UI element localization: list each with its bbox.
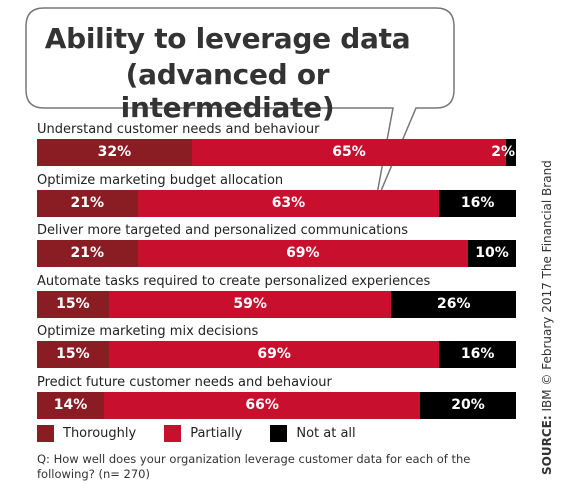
stacked-bar: 21% 63% 16% [37,189,516,217]
source-text: IBM © February 2017 The Financial Brand [540,160,554,416]
data-label: 59% [233,295,267,312]
legend: Thoroughly Partially Not at all [37,425,384,442]
bar-segment-partially: 59% [108,290,392,318]
stacked-bar: 15% 69% 16% [37,341,516,368]
bar-segment-thoroughly: 15% [37,341,109,368]
data-label: 69% [257,346,291,362]
data-label: 26% [436,295,471,312]
category-label: Understand customer needs and behaviour [37,122,320,137]
data-label: 16% [460,346,495,362]
chart-title-line-1: Ability to leverage data [44,22,411,55]
stacked-bar: 21% 69% 10% [37,240,516,267]
chart-title-line-2: (advanced or intermediate) [120,58,335,124]
source-credit: SOURCE: IBM © February 2017 The Financia… [540,160,554,475]
data-label: 16% [460,194,495,211]
legend-label-not-at-all: Not at all [296,426,356,441]
legend-item-thoroughly: Thoroughly [37,425,136,442]
category-label: Optimize marketing mix decisions [37,324,259,339]
legend-swatch-thoroughly [37,425,54,442]
data-label: 20% [451,396,485,413]
bar-segment-partially: 69% [108,341,440,368]
bar-segment-not-at-all: 16% [439,341,516,368]
bar-segment-thoroughly: 32% [37,139,192,166]
bar-segment-thoroughly: 21% [37,240,138,267]
legend-label-partially: Partially [190,426,243,441]
category-label: Optimize marketing budget allocation [37,172,284,188]
stacked-bar: 14% 66% 20% [37,391,516,419]
data-label: 63% [271,194,306,211]
data-label: 14% [53,396,88,413]
bar-segment-not-at-all: 16% [439,189,516,217]
bar-segment-partially: 66% [104,391,421,419]
data-label: 2% [491,144,515,160]
bar-segment-thoroughly: 21% [37,189,138,217]
legend-swatch-not-at-all [270,425,288,442]
bar-segment-partially: 65% [191,139,507,166]
data-label: 65% [332,144,366,160]
bar-segment-not-at-all: 2% [491,139,516,166]
category-label: Predict future customer needs and behavi… [37,374,332,390]
data-label: 15% [56,346,90,362]
source-label: SOURCE: [540,415,554,475]
data-label: 10% [475,245,509,261]
stacked-bar: 15% 59% 26% [37,290,516,318]
legend-swatch-partially [164,425,182,442]
data-label: 32% [97,144,132,160]
data-label: 66% [245,396,279,413]
data-label: 21% [70,194,105,211]
legend-item-not-at-all: Not at all [270,425,356,442]
bar-segment-not-at-all: 20% [420,391,516,419]
bar-segment-thoroughly: 15% [37,290,109,318]
category-label: Automate tasks required to create person… [37,273,431,289]
bar-segment-not-at-all: 10% [468,240,516,267]
data-label: 21% [70,245,105,261]
data-label: 69% [286,245,320,261]
bar-segment-thoroughly: 14% [37,391,105,419]
bar-segment-not-at-all: 26% [391,290,516,318]
data-label: 15% [56,295,90,312]
stacked-bar: 32% 65% 2% [37,139,516,166]
survey-question: Q: How well does your organization lever… [37,452,471,481]
bar-segment-partially: 63% [137,189,440,217]
category-label: Deliver more targeted and personalized c… [37,223,408,238]
legend-item-partially: Partially [164,425,242,442]
legend-label-thoroughly: Thoroughly [63,426,137,441]
bar-segment-partially: 69% [137,240,469,267]
